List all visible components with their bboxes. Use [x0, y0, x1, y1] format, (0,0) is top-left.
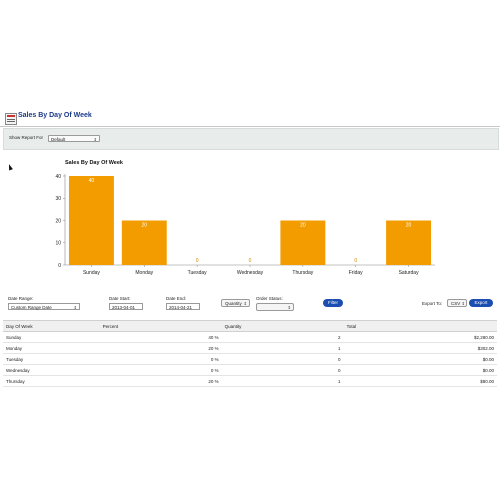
table-cell-day: Sunday	[3, 331, 100, 343]
y-tick-label: 30	[55, 196, 61, 202]
table-header-day: Day Of Week	[3, 320, 100, 332]
date-end-label: Date End:	[166, 296, 187, 301]
x-tick-label: Wednesday	[237, 270, 264, 276]
y-tick-label: 10	[55, 241, 61, 247]
date-end-input[interactable]: 2014-04-21	[166, 303, 200, 310]
export-label: Export To:	[422, 301, 443, 306]
bar-monday	[121, 220, 167, 265]
bar-value-label: 20	[142, 223, 148, 229]
bar-value-label: 20	[300, 223, 306, 229]
x-tick-label: Monday	[135, 270, 153, 276]
export-format-value: CSV	[451, 301, 461, 306]
table-cell-total: $80.00	[343, 375, 497, 387]
report-icon	[5, 113, 17, 125]
table-cell-total: $0.00	[343, 353, 497, 365]
report-select[interactable]: Default ⇕	[48, 135, 100, 142]
table-cell-percent: 20 %	[99, 375, 222, 387]
chevron-updown-icon: ⇕	[287, 305, 291, 310]
metric-select-value: Quantity	[225, 301, 242, 306]
table-cell-day: Monday	[3, 342, 100, 354]
table-row: Wednesday 0 % 0 $0.00	[3, 364, 497, 376]
page-title: Sales By Day Of Week	[18, 112, 92, 119]
order-status-label: Order Status:	[256, 296, 283, 301]
page-header: Sales By Day Of Week	[0, 110, 500, 130]
show-report-for-label: Show Report For	[9, 135, 44, 140]
table-cell-percent: 40 %	[99, 331, 222, 343]
x-tick-label: Thursday	[292, 270, 313, 276]
filter-button[interactable]: Filter	[323, 299, 343, 307]
date-range-select[interactable]: Custom Range Date ⇕	[8, 303, 80, 310]
table-header-quantity: Quantity	[221, 320, 344, 332]
bar-value-label: 40	[89, 178, 95, 184]
bar-thursday	[280, 220, 326, 265]
date-start-value: 2013-04-01	[112, 305, 136, 310]
table-cell-day: Wednesday	[3, 364, 100, 376]
x-tick-label: Sunday	[83, 270, 100, 276]
table-cell-percent: 20 %	[99, 342, 222, 354]
filter-bar: Date Range: Custom Range Date ⇕ Date Sta…	[0, 292, 500, 320]
export-format-select[interactable]: CSV ⇕	[447, 299, 467, 307]
table-header-row: Day Of Week Percent Quantity Total	[3, 320, 497, 332]
sales-table: Day Of Week Percent Quantity Total Sunda…	[3, 320, 497, 387]
table-cell-total: $0.00	[343, 364, 497, 376]
table-cell-percent: 0 %	[99, 353, 222, 365]
chevron-updown-icon: ⇕	[461, 301, 465, 306]
order-status-select[interactable]: ⇕	[256, 303, 294, 311]
bar-sunday	[68, 176, 114, 265]
sales-chart: Sales By Day Of Week 0 10 20 30 40 40 Sunday 20 M…	[55, 160, 435, 276]
y-tick-label: 40	[55, 174, 61, 180]
table-cell-percent: 0 %	[99, 364, 222, 376]
x-tick-label: Friday	[349, 270, 363, 276]
table-header-total: Total	[343, 320, 497, 332]
table-cell-day: Thursday	[3, 375, 100, 387]
table-cell-quantity: 1	[221, 342, 344, 354]
y-tick-label: 0	[58, 263, 61, 269]
date-range-value: Custom Range Date	[11, 305, 52, 310]
chevron-updown-icon: ⇕	[73, 305, 77, 310]
bar-value-label: 0	[354, 258, 357, 264]
date-start-input[interactable]: 2013-04-01	[109, 303, 143, 310]
header-divider	[0, 126, 500, 127]
bar-value-label: 0	[249, 258, 252, 264]
table-cell-quantity: 1	[221, 375, 344, 387]
export-button[interactable]: Export	[469, 299, 493, 307]
table-cell-quantity: 0	[221, 364, 344, 376]
chart-title: Sales By Day Of Week	[65, 160, 124, 166]
report-bar: Show Report For Default ⇕	[3, 128, 499, 150]
bar-saturday	[386, 220, 432, 265]
y-tick-label: 20	[55, 218, 61, 224]
chevron-updown-icon: ⇕	[93, 137, 97, 142]
x-tick-label: Saturday	[399, 270, 420, 276]
table-cell-quantity: 0	[221, 353, 344, 365]
table-cell-quantity: 2	[221, 331, 344, 343]
metric-select[interactable]: Quantity ⇕	[221, 299, 250, 307]
table-row: Sunday 40 % 2 $2,280.00	[3, 331, 497, 343]
date-end-value: 2014-04-21	[169, 305, 193, 310]
chevron-updown-icon: ⇕	[243, 301, 247, 306]
report-select-value: Default	[51, 137, 66, 142]
table-cell-total: $2,280.00	[343, 331, 497, 343]
table-header-percent: Percent	[99, 320, 222, 332]
bar-value-label: 20	[406, 223, 412, 229]
table-cell-day: Tuesday	[3, 353, 100, 365]
x-tick-label: Tuesday	[188, 270, 207, 276]
table-row: Tuesday 0 % 0 $0.00	[3, 353, 497, 365]
date-range-label: Date Range:	[8, 296, 34, 301]
table-row: Thursday 20 % 1 $80.00	[3, 375, 497, 387]
table-row: Monday 20 % 1 $302.00	[3, 342, 497, 354]
bar-value-label: 0	[196, 258, 199, 264]
date-start-label: Date Start:	[109, 296, 131, 301]
table-cell-total: $302.00	[343, 342, 497, 354]
